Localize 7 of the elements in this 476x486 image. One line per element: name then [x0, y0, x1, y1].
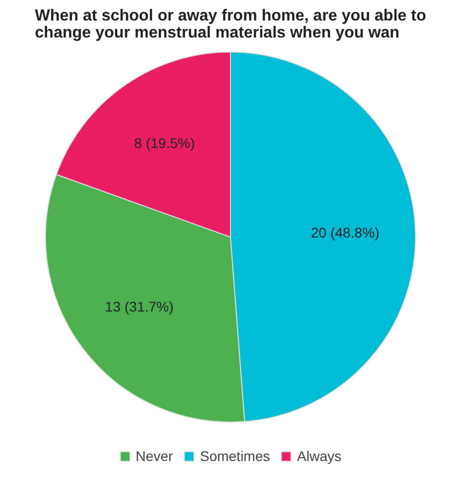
- legend-label: Sometimes: [200, 448, 270, 464]
- chart-title: When at school or away from home, are you able to change your menstrual materials when you wan: [34, 8, 426, 42]
- data-label: 20 (48.8%): [310, 224, 380, 241]
- legend-label: Always: [297, 448, 342, 464]
- legend-label: Never: [136, 448, 173, 464]
- data-label: 8 (19.5%): [134, 135, 195, 152]
- data-label: 13 (31.7%): [105, 298, 174, 315]
